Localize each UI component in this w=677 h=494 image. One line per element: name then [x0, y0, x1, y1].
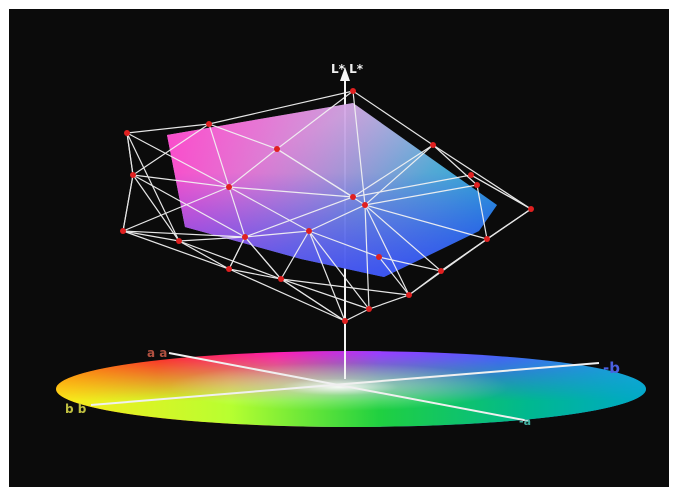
- label-b-axis: b b: [65, 402, 87, 416]
- vertex: [176, 238, 182, 244]
- gamut-vertices: [120, 88, 534, 324]
- label-l-axis: L* L*: [331, 62, 364, 76]
- vertex: [350, 88, 356, 94]
- vertex: [362, 202, 368, 208]
- vertex: [376, 254, 382, 260]
- vertex: [438, 268, 444, 274]
- gamut-svg: L* L* a a -b b b -a: [56, 62, 646, 428]
- label-minus-a-axis: -a: [519, 415, 531, 428]
- vertex: [124, 130, 130, 136]
- vertex: [226, 266, 232, 272]
- vertex: [528, 206, 534, 212]
- a-axis-line: [168, 352, 530, 422]
- vertex: [484, 236, 490, 242]
- vertex: [474, 182, 480, 188]
- vertex: [130, 172, 136, 178]
- vertex: [366, 306, 372, 312]
- hue-wheel: [56, 351, 646, 427]
- label-a-axis: a a: [147, 346, 167, 360]
- vertex: [306, 228, 312, 234]
- vertex: [120, 228, 126, 234]
- vertex: [342, 318, 348, 324]
- vertex: [226, 184, 232, 190]
- vertex: [406, 292, 412, 298]
- b-axis-line: [90, 362, 600, 406]
- vertex: [206, 121, 212, 127]
- vertex: [278, 276, 284, 282]
- vertex: [468, 172, 474, 178]
- gamut-solid: [167, 103, 497, 277]
- l-axis-arrow-icon: [340, 67, 350, 81]
- label-minus-b-axis: -b: [603, 359, 620, 377]
- vertex: [350, 194, 356, 200]
- vertex: [274, 146, 280, 152]
- vertex: [430, 142, 436, 148]
- vertex: [242, 234, 248, 240]
- wheel-axes: [90, 352, 600, 422]
- gamut-diagram: L* L* a a -b b b -a: [9, 9, 669, 487]
